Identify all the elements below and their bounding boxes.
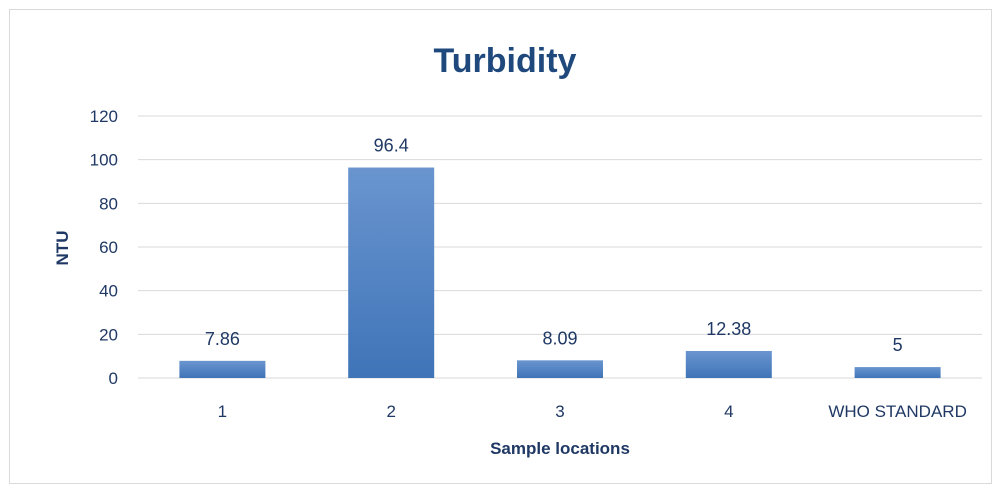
y-tick-label: 20	[99, 325, 118, 344]
y-tick-label: 60	[99, 238, 118, 257]
y-axis-title: NTU	[53, 231, 72, 266]
data-label: 7.86	[205, 329, 240, 349]
data-labels: 7.86 96.4 8.09 12.38 5	[205, 136, 903, 356]
bar-2	[348, 167, 435, 378]
y-tick-label: 120	[90, 107, 118, 126]
x-tick-label: 1	[218, 402, 227, 421]
y-tick-label: 100	[90, 151, 118, 170]
data-label: 96.4	[374, 136, 409, 156]
data-label: 8.09	[542, 328, 577, 348]
data-label: 12.38	[706, 319, 751, 339]
bar-4	[685, 350, 772, 378]
chart-title: Turbidity	[434, 42, 577, 80]
y-tick-label: 0	[109, 369, 118, 388]
x-axis-title: Sample locations	[490, 439, 630, 458]
bar-who-standard	[854, 367, 941, 378]
bars	[179, 167, 941, 378]
x-tick-label: 3	[555, 402, 564, 421]
x-tick-label: 2	[386, 402, 395, 421]
x-axis-ticks: 1 2 3 4 WHO STANDARD	[218, 402, 967, 421]
bar-1	[179, 360, 266, 378]
gridlines	[138, 115, 982, 379]
data-label: 5	[893, 335, 903, 355]
y-tick-label: 40	[99, 282, 118, 301]
y-axis-ticks: 0 20 40 60 80 100 120	[90, 107, 118, 388]
x-tick-label: 4	[724, 402, 733, 421]
bar-3	[517, 360, 603, 378]
y-tick-label: 80	[99, 194, 118, 213]
x-tick-label: WHO STANDARD	[828, 402, 967, 421]
